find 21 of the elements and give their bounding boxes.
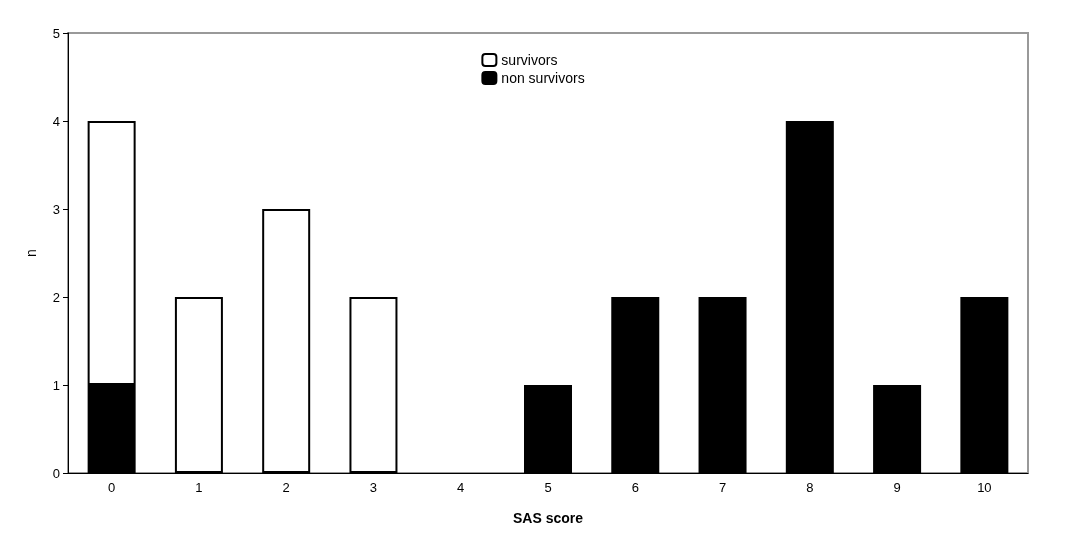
y-tick-label: 0 [52, 465, 60, 481]
x-tick-label: 1 [195, 480, 203, 495]
y-tick-label: 2 [52, 289, 60, 305]
x-tick-label: 8 [806, 480, 814, 495]
y-tick-label: 1 [52, 377, 60, 393]
x-axis-title: SAS score [512, 510, 584, 526]
y-axis-title: n [23, 249, 39, 257]
x-tick-label: 9 [893, 480, 901, 495]
x-tick-label: 3 [369, 480, 378, 495]
x-tick-label: 6 [631, 480, 639, 495]
x-tick-label: 10 [977, 480, 992, 495]
x-tick-label: 0 [108, 480, 116, 495]
y-tick-label: 3 [52, 201, 60, 217]
x-tick-label: 4 [457, 480, 465, 495]
x-tick-label: 7 [718, 480, 727, 495]
legend-label: survivors [501, 52, 558, 68]
x-tick-label: 2 [282, 480, 290, 495]
legend-label: non survivors [501, 70, 585, 86]
y-tick-label: 5 [52, 25, 60, 41]
x-tick-label: 5 [544, 480, 552, 495]
y-tick-label: 4 [52, 113, 60, 129]
